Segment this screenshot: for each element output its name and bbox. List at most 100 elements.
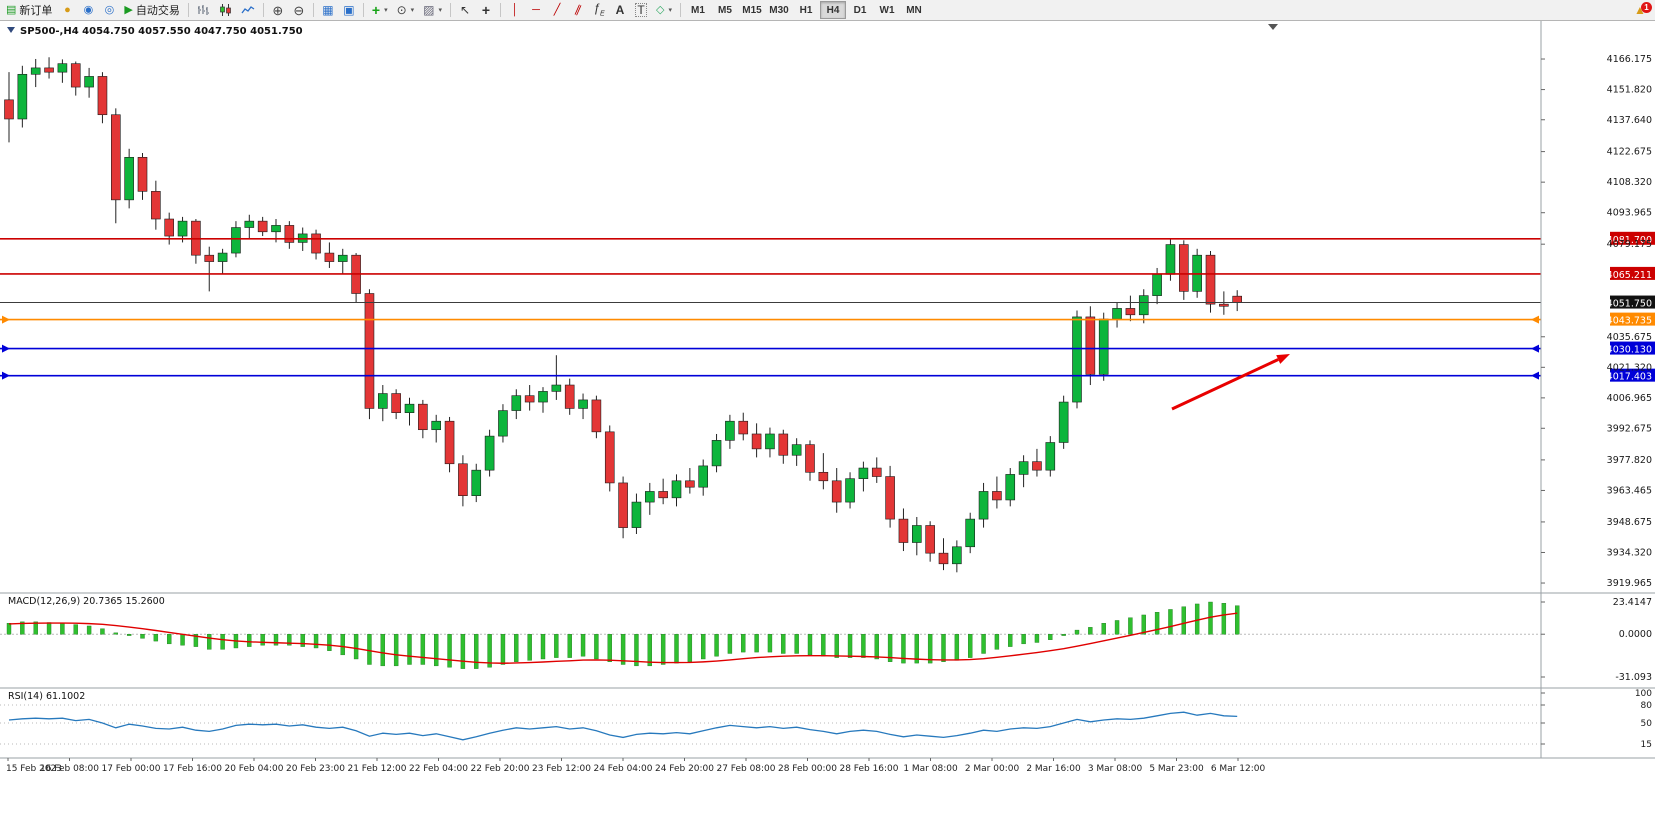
candle — [778, 429, 789, 464]
candle — [217, 248, 228, 275]
trend-arrow[interactable] — [1171, 354, 1290, 411]
periods-button[interactable]: ⊙ ▾ — [393, 1, 419, 19]
time-axis-label: 6 Mar 12:00 — [1211, 764, 1266, 774]
time-axis-label: 1 Mar 08:00 — [903, 764, 958, 774]
candle — [1072, 310, 1082, 409]
chart-text: 4079.175 — [1607, 239, 1652, 250]
chart-text: 3934.320 — [1607, 547, 1652, 558]
timeframe-button-mn[interactable]: MN — [901, 1, 927, 19]
candle — [925, 521, 935, 562]
hline-4051.750[interactable]: 4051.750 — [0, 295, 1655, 310]
autotrading-label: 自动交易 — [135, 5, 180, 17]
chart-text: 4151.820 — [1607, 85, 1652, 96]
bar-chart-button[interactable] — [193, 1, 214, 19]
chart-shift-marker[interactable] — [1268, 24, 1278, 30]
hline-4081.700[interactable]: 4081.700 — [0, 231, 1655, 246]
time-axis-label: 3 Mar 08:00 — [1088, 764, 1143, 774]
candle — [311, 229, 321, 260]
chevron-down-icon: ▾ — [384, 7, 388, 14]
clock-icon: ⊙ — [396, 3, 407, 17]
objects-button[interactable]: ◇ ▾ — [652, 1, 676, 19]
timeframe-button-h4[interactable]: H4 — [820, 1, 846, 19]
candle — [484, 429, 495, 477]
notifications-button[interactable]: ▲ 1 — [1627, 1, 1653, 19]
candle — [1098, 312, 1109, 381]
crosshair-button[interactable]: + — [476, 1, 496, 19]
templates-button[interactable]: ▨ ▾ — [419, 1, 446, 19]
candle — [858, 461, 869, 492]
time-axis-label: 28 Feb 00:00 — [778, 764, 837, 774]
arrange-windows-button[interactable]: ▣ — [339, 1, 359, 19]
trendline-button[interactable]: ╱ — [547, 1, 567, 19]
timeframe-button-m30[interactable]: M30 — [766, 1, 792, 19]
candle — [511, 389, 522, 420]
macd-signal-line — [8, 612, 1238, 664]
price-badge — [1610, 295, 1655, 309]
time-axis-label: 5 Mar 23:00 — [1149, 764, 1204, 774]
candle — [404, 397, 415, 426]
chart-background — [0, 21, 1655, 824]
channel-button[interactable]: ∥ — [568, 1, 588, 19]
time-axis-label: 22 Feb 20:00 — [470, 764, 529, 774]
profile-icon: ◉ — [83, 3, 94, 16]
hline-4017.403[interactable]: 4017.403 — [0, 368, 1655, 383]
chart-text: 4137.640 — [1607, 115, 1652, 126]
candle — [1018, 455, 1029, 488]
candlestick-chart-button[interactable] — [215, 1, 236, 19]
candle — [791, 438, 802, 466]
time-axis-label: 21 Feb 12:00 — [347, 764, 406, 774]
indicators-plus-icon: + — [371, 2, 381, 18]
arrange-windows-icon: ▣ — [343, 3, 355, 17]
candle — [111, 108, 121, 224]
text-button[interactable]: A — [610, 1, 630, 19]
zoom-out-button[interactable]: ⊖ — [289, 1, 309, 19]
autotrading-button[interactable]: ▶ 自动交易 — [120, 1, 183, 19]
line-right-arrow — [1531, 371, 1539, 380]
one-click-trading-toggle[interactable] — [7, 27, 15, 33]
candle — [618, 476, 628, 539]
deposit-button[interactable]: ● — [57, 1, 77, 19]
horizontal-line-button[interactable]: ─ — [526, 1, 546, 19]
fibonacci-button[interactable]: ƒE — [589, 1, 609, 19]
hline-4065.211[interactable]: 4065.211 — [0, 266, 1655, 281]
label-button[interactable]: T — [631, 1, 651, 19]
tile-windows-button[interactable]: ▦ — [318, 1, 338, 19]
main-toolbar: ▤ 新订单 ● ◉ ◎ ▶ 自动交易 ⊕ ⊖ ▦ ▣ + ▾ ⊙ ▾ ▨ ▾ ↖ + … — [0, 0, 1655, 21]
profile-button[interactable]: ◉ — [78, 1, 98, 19]
indicators-button[interactable]: + ▾ — [368, 1, 392, 19]
price-badge — [1610, 368, 1655, 382]
chart-canvas[interactable]: 4081.700 4065.211 4051.750 4043.735 4030.130… — [0, 21, 1655, 824]
chart-text: 50 — [1641, 719, 1653, 729]
community-button[interactable]: ◎ — [99, 1, 119, 19]
candle — [391, 389, 401, 420]
chart-text: 3992.675 — [1607, 423, 1652, 434]
chart-text: 4006.965 — [1607, 393, 1652, 404]
candle — [151, 180, 161, 230]
timeframe-button-m1[interactable]: M1 — [685, 1, 711, 19]
candle — [978, 482, 989, 528]
zoom-in-button[interactable]: ⊕ — [268, 1, 288, 19]
timeframe-button-d1[interactable]: D1 — [847, 1, 873, 19]
vertical-line-button[interactable]: │ — [505, 1, 525, 19]
line-right-arrow — [1531, 315, 1539, 324]
hline-4030.130[interactable]: 4030.130 — [0, 341, 1655, 356]
candle — [845, 472, 855, 509]
templates-icon: ▨ — [423, 3, 435, 17]
candle — [685, 468, 695, 494]
candle — [725, 414, 735, 449]
timeframe-button-h1[interactable]: H1 — [793, 1, 819, 19]
hline-4043.735[interactable]: 4043.735 — [0, 312, 1655, 327]
horizontal-line-icon: ─ — [532, 3, 540, 16]
timeframe-button-m15[interactable]: M15 — [739, 1, 765, 19]
chart-text: 15 — [1641, 740, 1652, 750]
candle — [57, 59, 68, 83]
timeframe-button-w1[interactable]: W1 — [874, 1, 900, 19]
alert-icon: ▲ — [1634, 3, 1646, 17]
candle — [578, 393, 588, 420]
timeframe-button-m5[interactable]: M5 — [712, 1, 738, 19]
cursor-button[interactable]: ↖ — [455, 1, 475, 19]
candle — [538, 387, 548, 413]
line-chart-button[interactable] — [237, 1, 259, 19]
new-order-button[interactable]: ▤ 新订单 — [2, 1, 56, 19]
coin-icon: ● — [64, 3, 71, 16]
